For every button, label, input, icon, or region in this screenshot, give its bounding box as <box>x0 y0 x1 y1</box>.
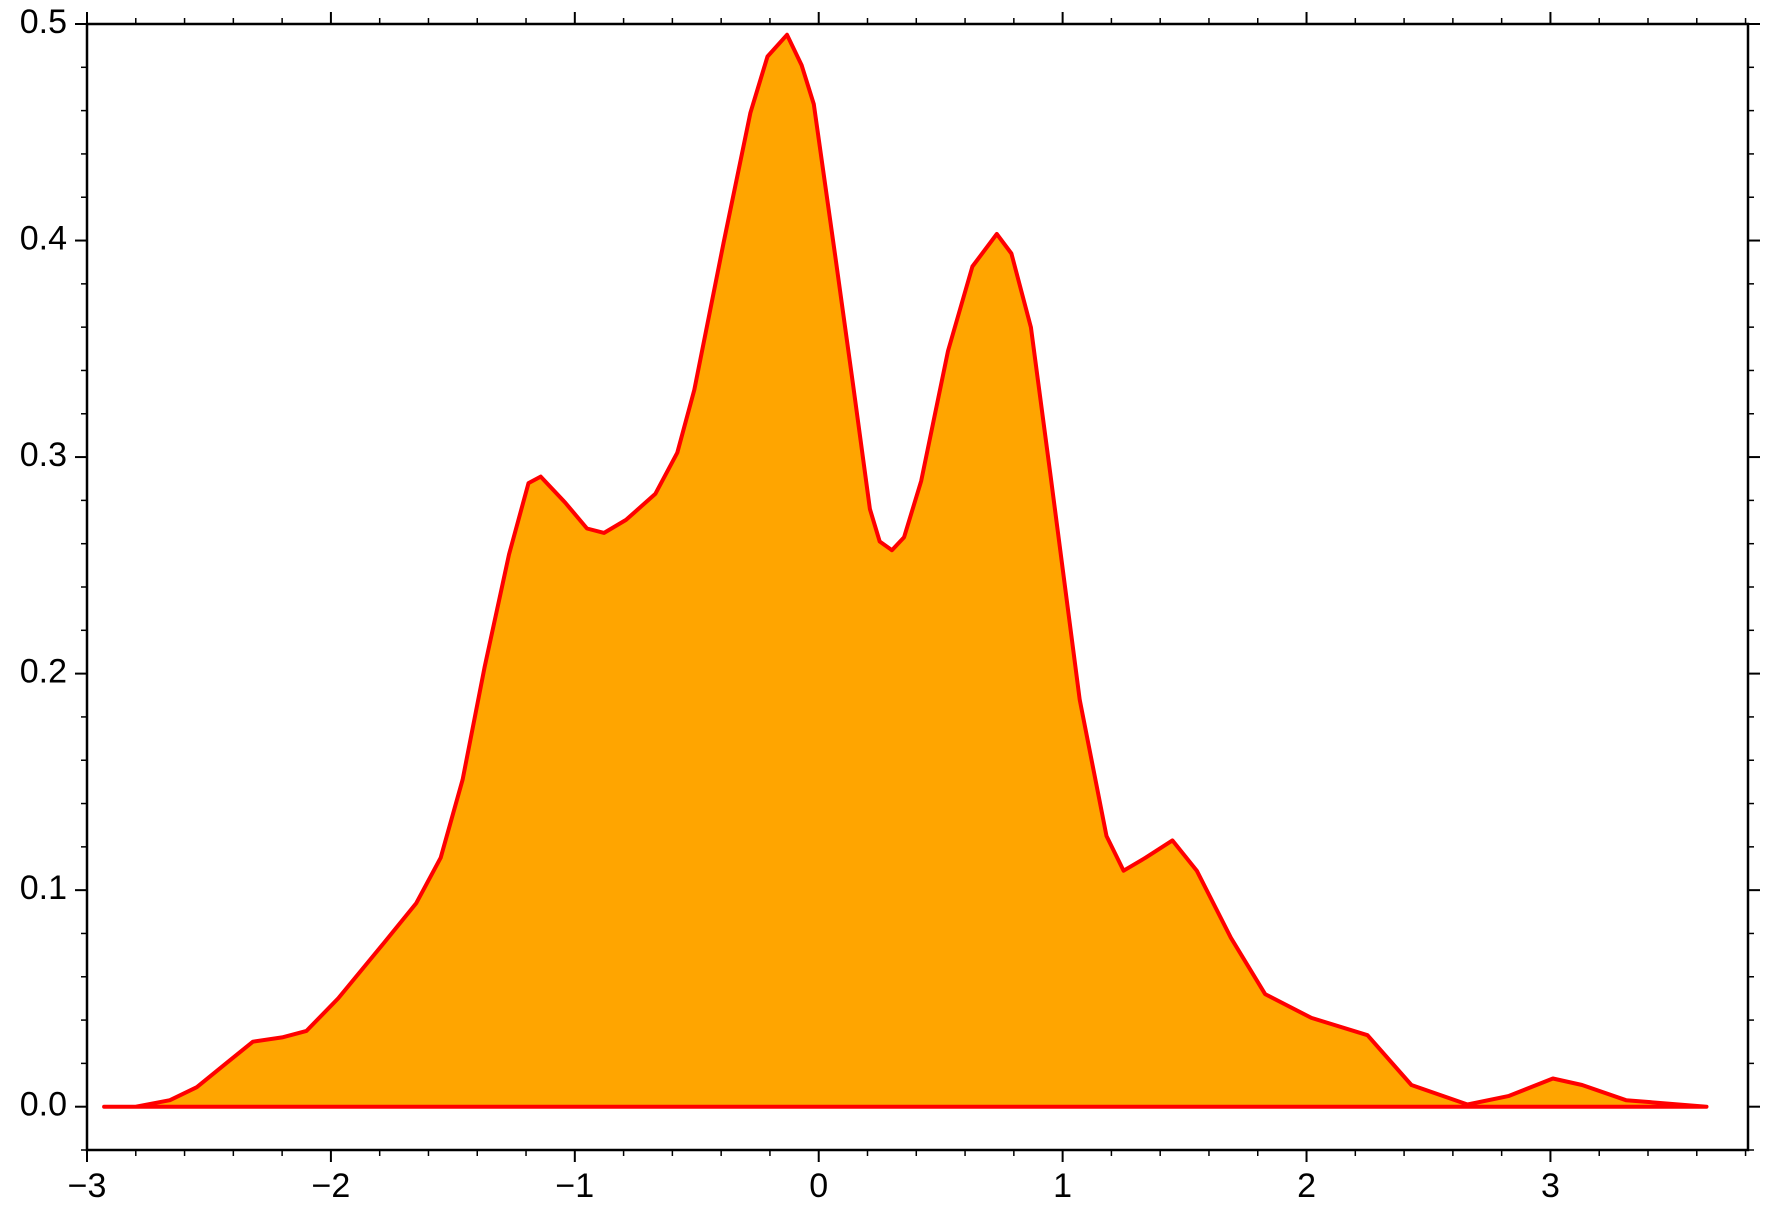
x-tick-label: 3 <box>1541 1167 1560 1205</box>
x-tick-label: 1 <box>1053 1167 1072 1205</box>
x-tick-label: 2 <box>1297 1167 1316 1205</box>
y-tick-label: 0.4 <box>20 220 67 258</box>
y-tick-label: 0.1 <box>20 869 67 907</box>
density-area <box>102 32 1709 1109</box>
y-tick-label: 0.3 <box>20 436 67 474</box>
x-tick-label: −1 <box>555 1167 594 1205</box>
y-tick-label: 0.0 <box>20 1086 67 1124</box>
x-tick-label: −3 <box>68 1167 107 1205</box>
x-tick-label: −2 <box>312 1167 351 1205</box>
y-tick-label: 0.2 <box>20 653 67 691</box>
y-tick-label: 0.5 <box>20 3 67 41</box>
x-tick-label: 0 <box>809 1167 828 1205</box>
